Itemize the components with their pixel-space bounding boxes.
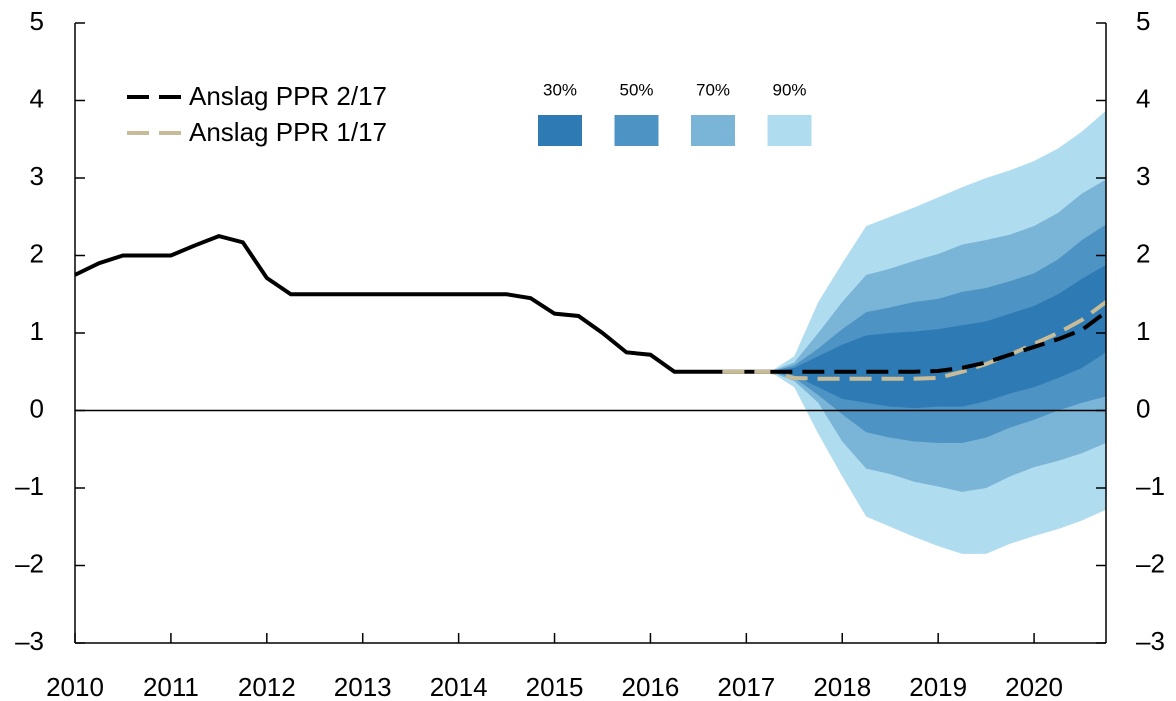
x-tick-label: 2015 [526,672,584,701]
y2-tick-label: 1 [1136,316,1150,346]
y2-tick-label: 2 [1136,238,1150,268]
y-tick-label: –3 [15,626,44,656]
y2-tick-label: 4 [1136,83,1150,113]
y-tick-label: –1 [15,471,44,501]
legend-label: Anslag PPR 1/17 [189,117,387,147]
x-tick-label: 2017 [717,672,775,701]
y2-tick-label: –1 [1136,471,1165,501]
x-tick-label: 2013 [334,672,392,701]
fan-legend-label: 50% [619,80,653,99]
line [770,310,1108,374]
x-tick-label: 2010 [46,672,104,701]
line [74,234,771,374]
y2-tick-label: –2 [1136,548,1165,578]
y2-tick-label: 5 [1136,6,1150,36]
y-tick-label: 2 [30,238,44,268]
fan-legend-label: 90% [772,80,806,99]
y2-tick-label: 3 [1136,161,1150,191]
x-tick-label: 2019 [909,672,967,701]
y-tick-label: –2 [15,548,44,578]
fan-legend-swatch [538,115,582,146]
y-tick-label: 4 [30,83,44,113]
y-tick-label: 1 [30,316,44,346]
fan-legend-swatch [614,115,659,146]
fan-legend-label: 70% [696,80,730,99]
x-tick-label: 2018 [813,672,871,701]
x-tick-label: 2012 [238,672,296,701]
y-tick-label: 5 [30,6,44,36]
fan-legend-label: 30% [543,80,577,99]
x-tick-label: 2016 [622,672,680,701]
line [722,300,1108,381]
y-tick-label: 3 [30,161,44,191]
y2-tick-label: 0 [1136,393,1150,423]
fan-legend-swatch [691,115,735,146]
fan-legend-swatch [767,115,812,146]
y-tick-label: 0 [30,393,44,423]
y2-tick-label: –3 [1136,626,1165,656]
x-tick-label: 2020 [1005,672,1063,701]
x-tick-label: 2011 [143,672,199,701]
legend-label: Anslag PPR 2/17 [189,81,387,111]
x-tick-label: 2014 [430,672,488,701]
